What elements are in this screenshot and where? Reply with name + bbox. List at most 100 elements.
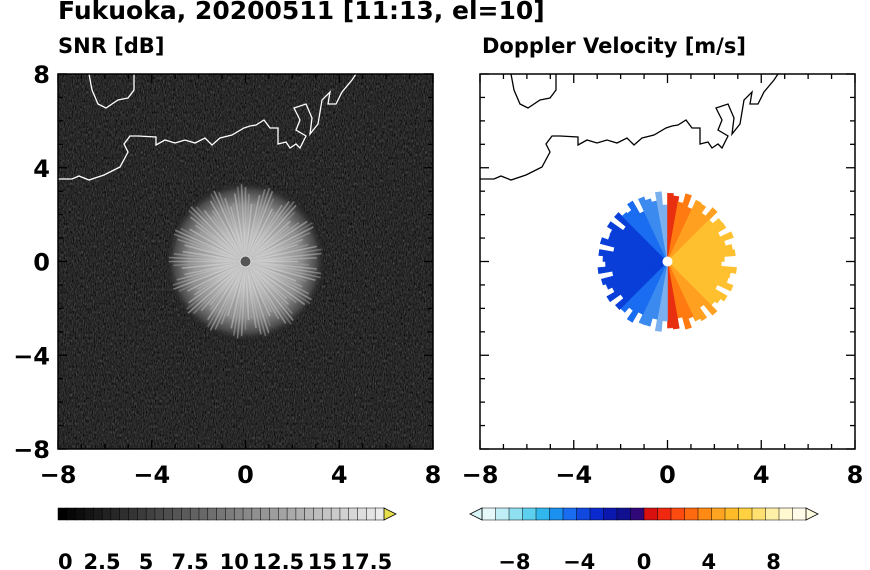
velocity-colorbar-cell <box>630 507 645 521</box>
snr-y-tick-label: 0 <box>33 249 50 277</box>
velocity-colorbar-extend-left <box>469 507 483 521</box>
snr-streak <box>247 211 275 257</box>
snr-streak <box>245 203 256 256</box>
snr-streak <box>250 262 297 282</box>
snr-streak <box>249 264 306 306</box>
snr-streak <box>211 210 243 257</box>
snr-streak <box>246 189 266 256</box>
snr-panel-title: SNR [dB] <box>58 34 165 58</box>
snr-streak <box>251 248 322 262</box>
velocity-echo-region <box>597 191 737 332</box>
velocity-colorbar-cell <box>657 507 672 521</box>
snr-streak <box>250 263 310 295</box>
velocity-panel-title: Doppler Velocity [m/s] <box>482 34 746 58</box>
velocity-colorbar-cell <box>711 507 726 521</box>
velocity-colorbar-cell <box>697 507 713 521</box>
snr-streak <box>247 266 272 313</box>
snr-streak <box>250 232 311 260</box>
snr-streak <box>173 233 241 261</box>
snr-streak <box>232 267 246 336</box>
snr-streak <box>178 263 241 292</box>
velocity-x-tick-label: 8 <box>847 461 864 489</box>
snr-streak <box>249 220 291 259</box>
snr-streak <box>210 193 244 257</box>
snr-streak <box>245 267 253 319</box>
radar-site-marker <box>240 256 251 267</box>
snr-streak <box>199 231 241 259</box>
snr-colorbar-cell <box>57 507 68 521</box>
snr-colorbar-label: 5 <box>139 550 154 570</box>
snr-streak <box>247 266 280 320</box>
snr-colorbar-cell <box>357 507 368 521</box>
snr-streak <box>218 192 245 257</box>
snr-colorbar-cell <box>374 507 385 521</box>
snr-streak <box>251 261 309 266</box>
snr-x-tick-label: 0 <box>237 461 254 489</box>
velocity-field <box>480 74 855 449</box>
snr-streak <box>192 261 240 271</box>
snr-streak <box>247 198 275 257</box>
snr-colorbar-cell <box>233 507 244 521</box>
snr-streak <box>248 204 283 257</box>
snr-streak <box>249 264 297 304</box>
snr-streak <box>249 211 296 258</box>
velocity-colorbar-cell <box>616 507 632 521</box>
snr-colorbar-label: 15 <box>308 550 337 570</box>
snr-colorbar-cell <box>92 507 103 521</box>
velocity-colorbar-cell <box>508 507 524 521</box>
snr-streak <box>209 265 243 311</box>
snr-streak <box>250 226 314 260</box>
snr-streak <box>248 200 290 258</box>
snr-colorbar-cell <box>260 507 271 521</box>
velocity-colorbar-cell <box>549 507 564 521</box>
snr-colorbar-label: 2.5 <box>83 550 120 570</box>
snr-streak <box>184 261 240 276</box>
snr-coastline <box>58 74 357 181</box>
snr-streak <box>189 228 241 260</box>
snr-colorbar-cell <box>137 507 147 521</box>
snr-colorbar-cell <box>198 507 209 521</box>
snr-colorbar-cell <box>101 507 112 521</box>
snr-streak <box>188 209 242 259</box>
snr-streak <box>246 191 274 257</box>
snr-streak <box>251 261 317 270</box>
snr-streak <box>251 245 317 262</box>
snr-colorbar-cell <box>304 507 315 521</box>
snr-streak <box>245 193 250 256</box>
snr-colorbar-cell <box>269 507 279 521</box>
snr-streak <box>246 187 271 257</box>
snr-colorbar-cell <box>66 507 77 521</box>
snr-streak <box>213 190 244 257</box>
snr-streak <box>176 262 240 281</box>
velocity-x-tick-label: 0 <box>659 461 676 489</box>
snr-streak <box>185 264 242 310</box>
snr-colorbar-extend-arrow <box>383 507 397 521</box>
snr-colorbar-cell <box>154 507 165 521</box>
velocity-colorbar-label: 0 <box>637 550 652 570</box>
snr-streak <box>251 243 309 261</box>
snr-streak <box>248 265 293 315</box>
snr-streak <box>250 264 311 305</box>
snr-x-tick-label: 4 <box>331 461 348 489</box>
snr-colorbar-cell <box>128 507 138 521</box>
snr-colorbar-cell <box>172 507 183 521</box>
snr-colorbar-label: 7.5 <box>172 550 209 570</box>
velocity-colorbar-cell <box>603 507 618 521</box>
snr-streak <box>227 266 245 317</box>
snr-colorbar-cell <box>366 507 376 521</box>
snr-colorbar-label: 17.5 <box>340 550 392 570</box>
snr-streak <box>197 263 241 290</box>
snr-streak <box>249 222 300 259</box>
snr-streak <box>182 250 240 262</box>
velocity-colorbar-cell <box>792 507 807 521</box>
velocity-colorbar-cell <box>576 507 591 521</box>
snr-colorbar-label: 0 <box>58 550 73 570</box>
velocity-colorbar-cell <box>562 507 578 521</box>
snr-streak <box>236 186 246 256</box>
snr-colorbar-cell <box>181 507 191 521</box>
snr-streak <box>250 222 313 260</box>
snr-streak <box>193 249 240 262</box>
snr-colorbar-cell <box>322 507 332 521</box>
snr-streak <box>187 264 242 314</box>
